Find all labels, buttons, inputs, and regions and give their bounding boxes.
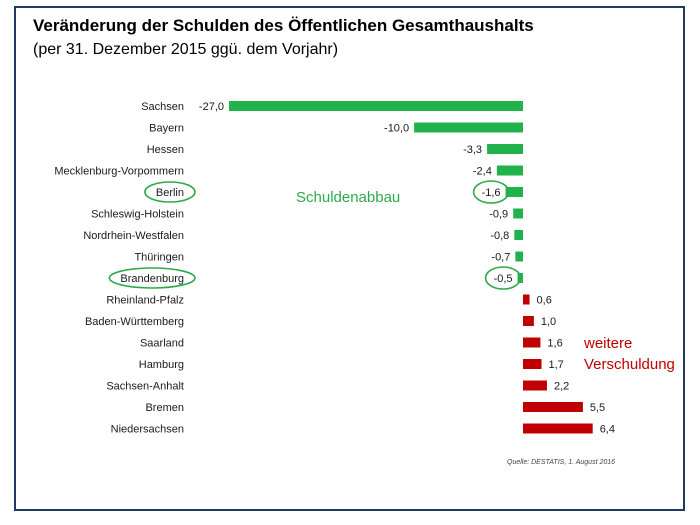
bar-rheinland-pfalz bbox=[523, 294, 530, 305]
value-label-sachsen-anhalt: 2,2 bbox=[554, 381, 569, 393]
value-label-brandenburg: -0,5 bbox=[494, 273, 513, 285]
annotation-weitere-verschuldung: weitere Verschuldung bbox=[584, 333, 675, 375]
value-label-nordrhein-westfalen: -0,8 bbox=[490, 230, 509, 242]
category-label-mecklenburg-vorpommern: Mecklenburg-Vorpommern bbox=[54, 166, 184, 178]
value-label-berlin: -1,6 bbox=[482, 187, 501, 199]
value-label-baden-wuerttemberg: 1,0 bbox=[541, 316, 556, 328]
highlight-circle-berlin bbox=[144, 181, 196, 203]
category-label-sachsen: Sachsen bbox=[141, 101, 184, 113]
annotation-schuldenabbau: Schuldenabbau bbox=[296, 189, 401, 206]
value-label-sachsen: -27,0 bbox=[199, 101, 224, 113]
value-label-hamburg: 1,7 bbox=[549, 359, 564, 371]
bar-thueringen bbox=[515, 251, 523, 262]
category-label-brandenburg: Brandenburg bbox=[120, 273, 184, 285]
bar-mecklenburg-vorpommern bbox=[496, 165, 523, 176]
annotation-verschuldung: Verschuldung bbox=[584, 356, 675, 373]
bar-schleswig-holstein bbox=[513, 208, 523, 219]
bar-nordrhein-westfalen bbox=[514, 230, 523, 240]
category-label-schleswig-holstein: Schleswig-Holstein bbox=[91, 209, 184, 221]
value-label-schleswig-holstein: -0,9 bbox=[489, 209, 508, 221]
value-label-bayern: -10,0 bbox=[384, 123, 409, 135]
category-label-baden-wuerttemberg: Baden-Württemberg bbox=[85, 316, 184, 328]
bar-hamburg bbox=[523, 359, 542, 369]
highlight-circle-value-berlin bbox=[472, 180, 510, 204]
value-label-hessen: -3,3 bbox=[463, 144, 482, 156]
value-label-bremen: 5,5 bbox=[590, 402, 605, 414]
category-label-hessen: Hessen bbox=[147, 144, 184, 156]
value-label-mecklenburg-vorpommern: -2,4 bbox=[473, 166, 492, 178]
category-label-niedersachsen: Niedersachsen bbox=[111, 424, 184, 436]
bar-bremen bbox=[523, 402, 583, 412]
annotation-weitere: weitere bbox=[584, 335, 633, 352]
bar-baden-wuerttemberg bbox=[523, 316, 534, 326]
category-label-saarland: Saarland bbox=[140, 338, 184, 350]
category-label-rheinland-pfalz: Rheinland-Pfalz bbox=[106, 295, 184, 307]
category-label-bayern: Bayern bbox=[149, 123, 184, 135]
category-label-bremen: Bremen bbox=[145, 402, 184, 414]
category-label-thueringen: Thüringen bbox=[134, 252, 184, 264]
chart-subtitle: (per 31. Dezember 2015 ggü. dem Vorjahr) bbox=[33, 41, 339, 58]
bar-sachsen bbox=[229, 101, 523, 111]
bar-hessen bbox=[487, 144, 523, 154]
value-label-thueringen: -0,7 bbox=[491, 252, 510, 264]
category-label-berlin: Berlin bbox=[156, 187, 184, 199]
source-note: Quelle: DESTATIS, 1. August 2016 bbox=[507, 459, 616, 466]
category-label-sachsen-anhalt: Sachsen-Anhalt bbox=[106, 381, 184, 393]
bar-berlin bbox=[505, 187, 523, 197]
value-label-rheinland-pfalz: 0,6 bbox=[537, 295, 552, 307]
chart-title: Veränderung der Schulden des Öffentliche… bbox=[33, 16, 534, 35]
bar-saarland bbox=[523, 337, 541, 348]
category-label-nordrhein-westfalen: Nordrhein-Westfalen bbox=[83, 230, 184, 242]
value-label-saarland: 1,6 bbox=[547, 338, 562, 350]
bar-niedersachsen bbox=[523, 423, 593, 434]
highlight-circle-brandenburg bbox=[108, 267, 196, 289]
bar-sachsen-anhalt bbox=[523, 380, 547, 391]
value-label-niedersachsen: 6,4 bbox=[600, 424, 615, 436]
highlight-circle-value-brandenburg bbox=[484, 266, 522, 290]
bar-bayern bbox=[414, 122, 523, 133]
category-label-hamburg: Hamburg bbox=[139, 359, 184, 371]
